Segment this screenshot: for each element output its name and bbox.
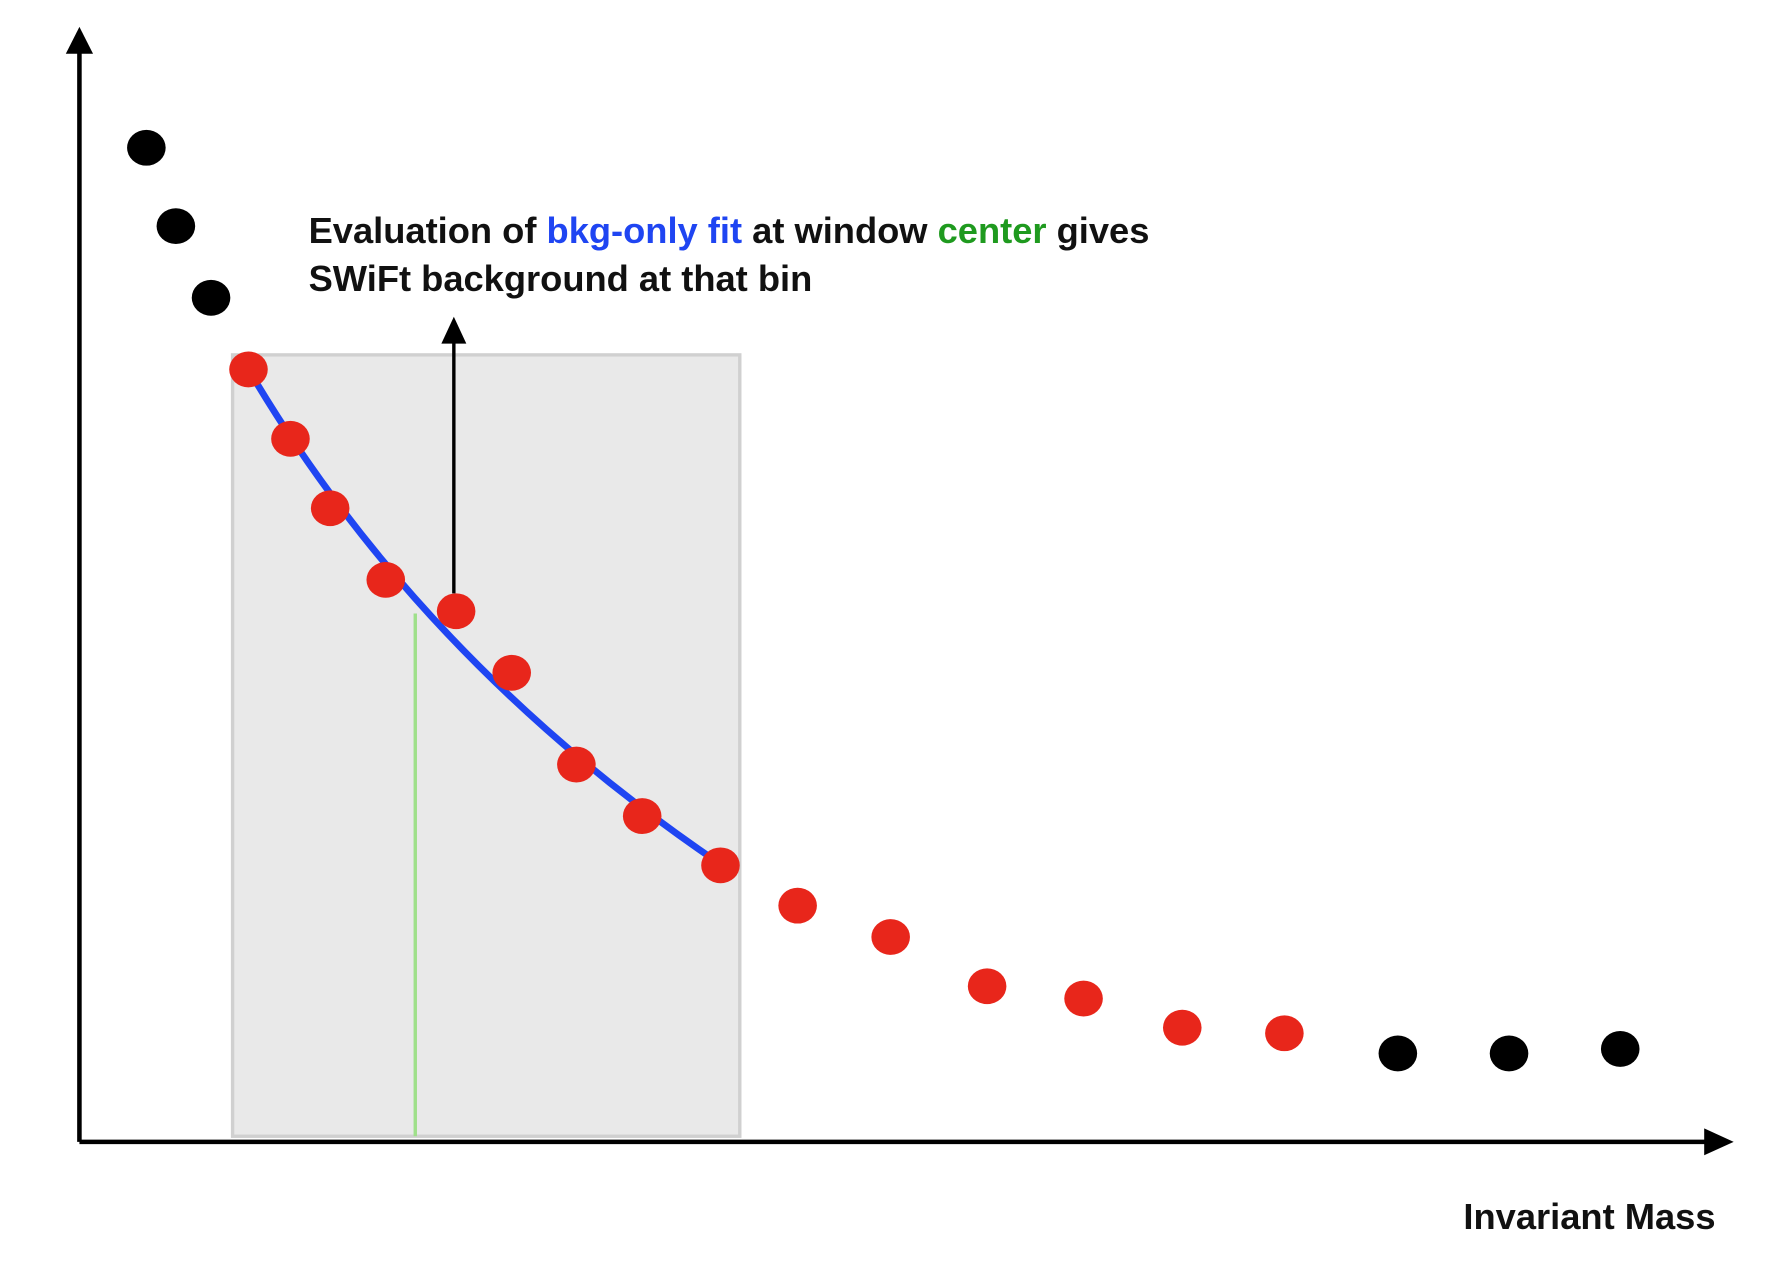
- data-point: [156, 208, 196, 245]
- x-axis-label: Invariant Mass: [1463, 1196, 1715, 1237]
- data-point: [191, 279, 231, 316]
- data-point: [967, 968, 1007, 1005]
- data-point: [622, 798, 662, 835]
- data-point: [701, 847, 740, 884]
- annotation-line1: Evaluation of bkg-only fit at window cen…: [309, 210, 1150, 251]
- data-point: [492, 654, 531, 691]
- data-point: [778, 887, 817, 924]
- annotation-text: gives: [1057, 210, 1150, 251]
- x-axis-arrowhead: [1704, 1128, 1734, 1156]
- fit-window: [230, 353, 742, 1138]
- y-axis-arrowhead: [65, 26, 94, 54]
- data-point: [871, 919, 910, 955]
- data-point: [271, 420, 310, 457]
- data-point: [1162, 1009, 1202, 1046]
- annotation-center: center: [938, 210, 1047, 251]
- data-point: [366, 561, 406, 598]
- data-point: [557, 746, 596, 783]
- data-point: [1378, 1035, 1418, 1072]
- data-point: [1600, 1031, 1640, 1067]
- annotation-line2: SWiFt background at that bin: [309, 258, 813, 299]
- data-point: [436, 593, 476, 630]
- evaluation-arrowhead: [441, 316, 467, 344]
- data-point: [1265, 1015, 1304, 1052]
- annotation-text: Evaluation of: [309, 210, 538, 251]
- data-point: [310, 490, 350, 527]
- data-point: [1489, 1035, 1529, 1072]
- annotation-fit: bkg-only fit: [547, 210, 743, 251]
- data-point: [1064, 980, 1103, 1017]
- data-points: [127, 129, 1640, 1072]
- data-point: [229, 351, 268, 388]
- data-point: [127, 129, 166, 166]
- annotation-text: at window: [752, 210, 928, 251]
